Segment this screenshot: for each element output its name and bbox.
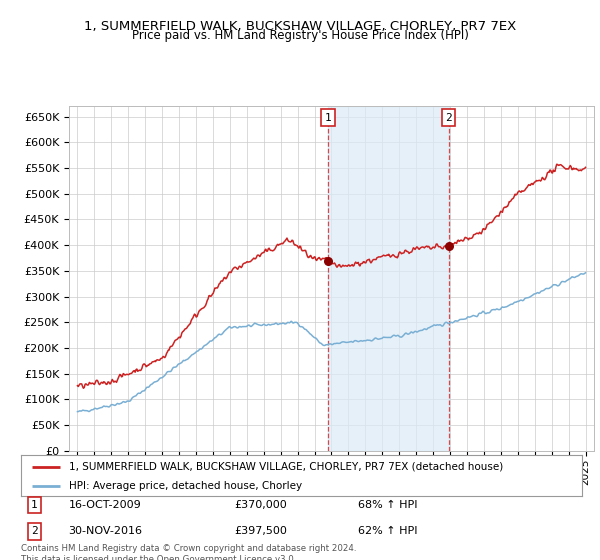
Text: £370,000: £370,000	[234, 500, 287, 510]
Text: 1: 1	[31, 500, 38, 510]
Text: 2: 2	[31, 526, 38, 536]
Text: Contains HM Land Registry data © Crown copyright and database right 2024.
This d: Contains HM Land Registry data © Crown c…	[21, 544, 356, 560]
Text: 30-NOV-2016: 30-NOV-2016	[68, 526, 143, 536]
Text: Price paid vs. HM Land Registry's House Price Index (HPI): Price paid vs. HM Land Registry's House …	[131, 29, 469, 42]
Point	[323, 256, 333, 265]
Text: 1: 1	[325, 113, 331, 123]
Text: 1, SUMMERFIELD WALK, BUCKSHAW VILLAGE, CHORLEY, PR7 7EX: 1, SUMMERFIELD WALK, BUCKSHAW VILLAGE, C…	[84, 20, 516, 32]
Point	[444, 242, 454, 251]
Bar	[328, 106, 449, 451]
Text: 62% ↑ HPI: 62% ↑ HPI	[358, 526, 417, 536]
Text: 16-OCT-2009: 16-OCT-2009	[68, 500, 142, 510]
Text: £397,500: £397,500	[234, 526, 287, 536]
Text: 2: 2	[445, 113, 452, 123]
Text: 68% ↑ HPI: 68% ↑ HPI	[358, 500, 417, 510]
Text: 1, SUMMERFIELD WALK, BUCKSHAW VILLAGE, CHORLEY, PR7 7EX (detached house): 1, SUMMERFIELD WALK, BUCKSHAW VILLAGE, C…	[68, 461, 503, 472]
Text: HPI: Average price, detached house, Chorley: HPI: Average price, detached house, Chor…	[68, 480, 302, 491]
